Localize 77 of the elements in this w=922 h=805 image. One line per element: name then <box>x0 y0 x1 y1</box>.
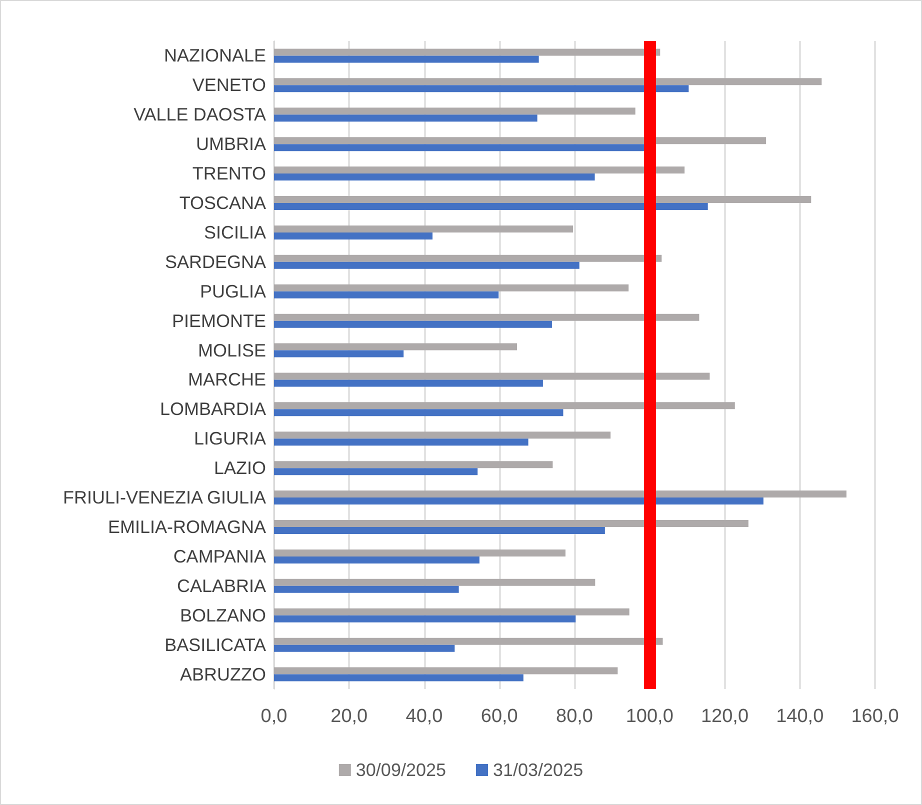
bar <box>274 667 618 674</box>
bar <box>274 432 611 439</box>
bar <box>274 85 689 92</box>
legend-label: 31/03/2025 <box>493 760 584 780</box>
bar <box>274 380 543 387</box>
bar <box>274 196 812 203</box>
y-tick-label: PIEMONTE <box>172 310 266 331</box>
bar <box>274 638 663 645</box>
bar <box>274 578 596 586</box>
bar <box>274 108 636 115</box>
bar <box>274 114 538 122</box>
bar <box>274 314 700 321</box>
legend-label: 30/09/2025 <box>356 760 446 780</box>
x-tick-label: 120,0 <box>700 706 749 727</box>
x-tick-label: 100,0 <box>626 706 674 727</box>
y-tick-label: CAMPANIA <box>173 546 266 566</box>
bar <box>274 232 433 240</box>
bar <box>274 409 564 416</box>
y-tick-label: EMILIA-ROMAGNA <box>108 517 266 537</box>
bar <box>274 549 566 556</box>
bar <box>274 137 766 144</box>
y-tick-label: BOLZANO <box>180 605 266 626</box>
bar <box>274 586 459 593</box>
y-tick-label: VALLE DAOSTA <box>134 104 266 125</box>
bar <box>274 350 404 358</box>
bar <box>274 527 605 534</box>
bar <box>274 498 764 505</box>
y-tick-label: CALABRIA <box>176 576 266 596</box>
x-tick-label: 60,0 <box>480 706 518 727</box>
bar <box>274 144 646 152</box>
x-tick-label: 0,0 <box>260 706 288 727</box>
bar <box>274 291 499 298</box>
bar <box>274 284 629 292</box>
bar <box>274 254 662 262</box>
bar <box>274 372 710 380</box>
y-tick-label: MOLISE <box>198 340 266 360</box>
y-tick-label: BASILICATA <box>164 634 266 655</box>
y-tick-label: UMBRIA <box>196 134 266 154</box>
y-tick-label: NAZIONALE <box>164 46 266 66</box>
bar <box>274 438 528 446</box>
y-tick-label: TRENTO <box>192 164 266 184</box>
x-tick-label: 40,0 <box>406 706 443 727</box>
bar <box>274 490 846 498</box>
y-tick-label: LIGURIA <box>194 428 266 449</box>
bar <box>274 320 552 328</box>
y-tick-label: ABRUZZO <box>180 664 266 684</box>
x-tick-label: 20,0 <box>330 706 368 727</box>
bar <box>274 468 478 476</box>
x-tick-label: 80,0 <box>556 706 593 727</box>
y-tick-label: LAZIO <box>214 458 266 478</box>
y-tick-label: SARDEGNA <box>164 252 266 272</box>
bar <box>274 461 553 468</box>
y-tick-label: TOSCANA <box>179 193 266 213</box>
bar <box>274 262 580 269</box>
x-tick-label: 160,0 <box>851 706 899 727</box>
x-tick-label: 140,0 <box>776 706 824 727</box>
bar <box>274 48 660 56</box>
bar <box>274 343 518 350</box>
y-tick-label: FRIULI-VENEZIA GIULIA <box>62 488 266 508</box>
bar <box>274 556 480 564</box>
bar <box>274 608 630 616</box>
y-tick-label: SICILIA <box>204 222 266 242</box>
bar <box>274 166 685 174</box>
bar <box>274 56 539 63</box>
y-tick-label: PUGLIA <box>200 281 266 302</box>
bar <box>274 644 455 652</box>
y-tick-label: VENETO <box>192 75 266 96</box>
bar <box>274 615 576 622</box>
bar <box>274 203 708 210</box>
bar <box>274 225 573 232</box>
bar <box>274 174 595 181</box>
y-tick-label: MARCHE <box>188 370 266 390</box>
bar <box>274 78 822 86</box>
bar <box>274 402 735 410</box>
bar <box>274 520 748 527</box>
bar <box>274 674 524 682</box>
y-tick-label: LOMBARDIA <box>160 399 266 420</box>
